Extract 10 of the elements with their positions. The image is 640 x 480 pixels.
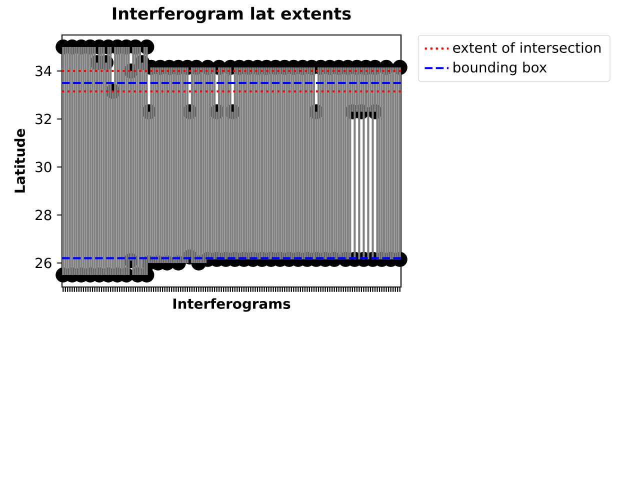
legend-label: bounding box xyxy=(454,62,547,76)
y-tick-label: 26 xyxy=(36,258,52,268)
chart-title: Interferogram lat extents xyxy=(112,6,351,24)
legend-label: extent of intersection xyxy=(453,42,601,53)
y-tick-label: 28 xyxy=(36,210,52,220)
y-tick-label: 34 xyxy=(36,66,52,76)
y-tick-label: 32 xyxy=(36,114,51,124)
y-tick-label: 30 xyxy=(36,162,52,172)
x-axis-title: Interferograms xyxy=(173,298,290,312)
y-axis-title: Latitude xyxy=(14,128,26,192)
